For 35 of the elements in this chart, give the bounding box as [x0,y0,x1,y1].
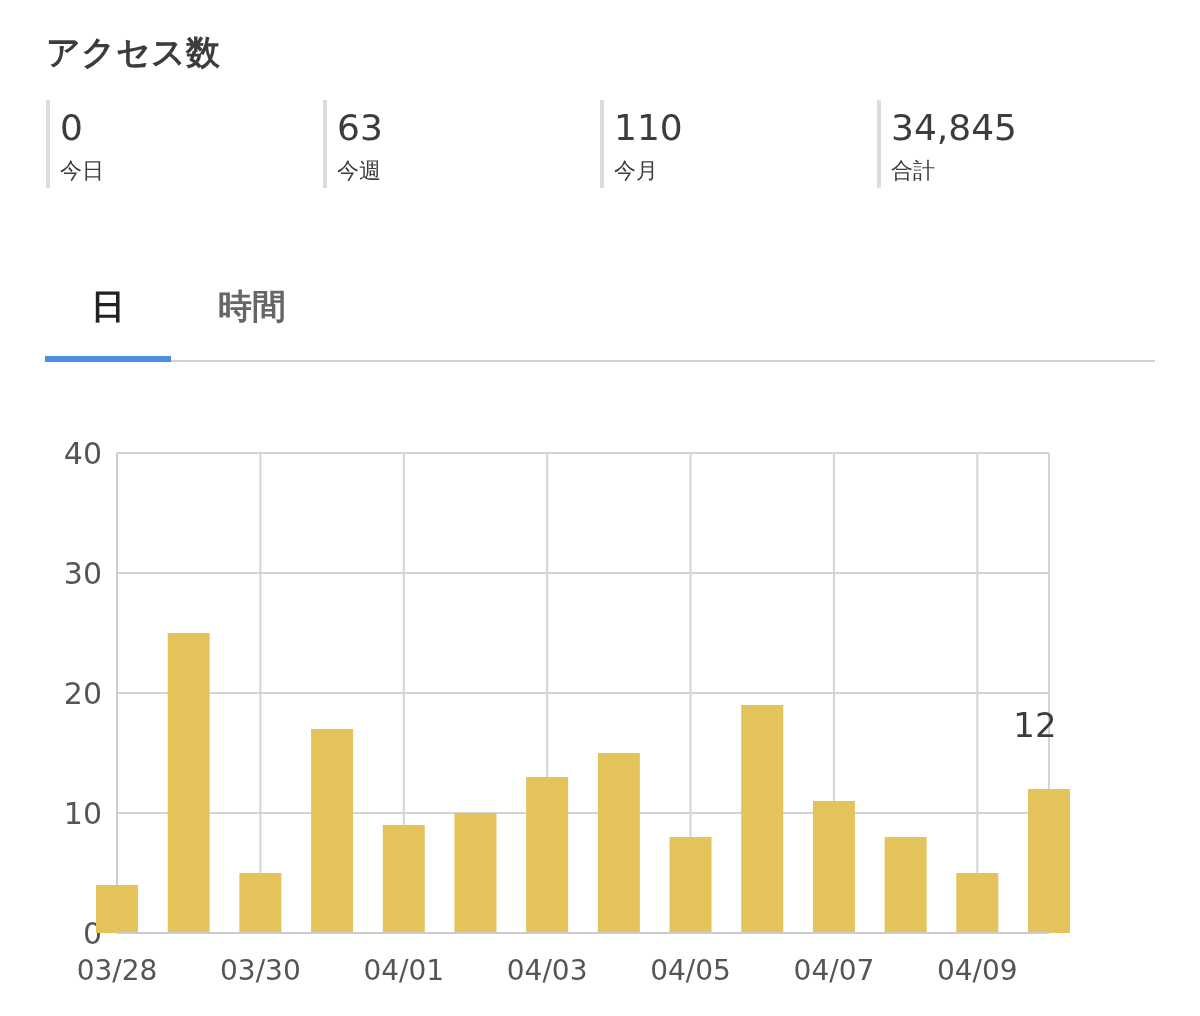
bar [956,873,999,933]
x-tick-label: 03/30 [220,954,301,987]
x-tick-label: 03/28 [76,954,158,987]
bar [454,813,497,933]
x-tick-label: 04/03 [506,954,588,987]
category-label: 合計 [891,158,935,183]
bar [311,729,354,933]
text: アクセス数 [46,32,221,72]
text: 110 [614,107,683,148]
bar [526,777,569,933]
bar [812,801,855,933]
text: 時間 [218,286,286,326]
y-tick-label: 40 [63,436,102,471]
data-label: 12 [1013,705,1057,745]
y-tick-label: 30 [63,556,102,591]
bar [1028,789,1070,933]
text: 63 [337,107,383,148]
x-tick-label: 04/09 [936,954,1018,987]
text: 34,845 [891,107,1017,148]
category-label: 今週 [337,158,381,183]
bar [597,753,640,933]
x-tick-label: 04/07 [793,954,875,987]
x-tick-label: 04/05 [650,954,731,987]
x-tick-label: 04/01 [363,954,445,987]
y-tick-label: 10 [63,796,102,831]
text: 日 [91,286,125,326]
category-label: 今月 [614,158,658,183]
category-label: 今日 [60,158,104,183]
bar [167,633,210,933]
y-tick-label: 20 [63,676,102,711]
bar [669,837,712,933]
bar [884,837,927,933]
bar [239,873,282,933]
bar [382,825,425,933]
bar [741,705,784,933]
